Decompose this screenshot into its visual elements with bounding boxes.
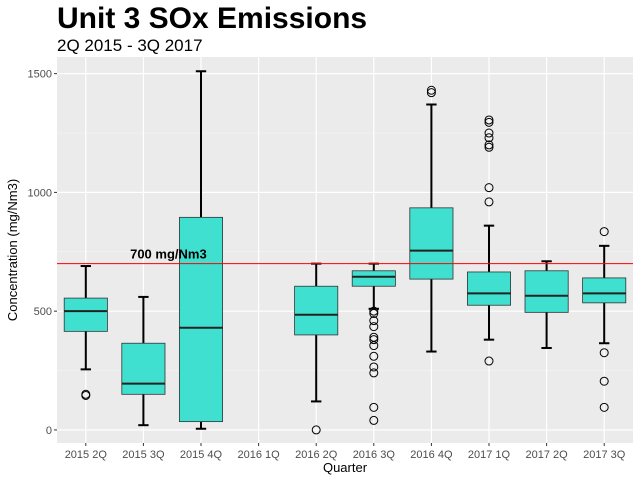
- outlier-point: [369, 309, 379, 319]
- box-series: [63, 70, 627, 435]
- outlier-point: [369, 402, 379, 412]
- box-2017-2q: [524, 260, 569, 349]
- x-tick-label: 2016 2Q: [295, 449, 338, 461]
- box-body: [63, 297, 108, 332]
- outlier-point: [484, 142, 494, 152]
- box-body: [294, 285, 339, 336]
- outlier-point: [599, 376, 609, 386]
- box-body: [121, 342, 166, 395]
- box-body: [524, 270, 569, 313]
- x-axis: 2015 2Q 2015 3Q 2015 4Q 2016 1Q 2016 2Q 2016 …: [65, 443, 626, 461]
- outlier-point: [369, 415, 379, 425]
- outlier-point: [311, 425, 321, 435]
- y-tick-label: 500: [34, 306, 52, 318]
- y-axis: 0 500 1000 1500: [28, 69, 57, 437]
- outlier-point: [599, 402, 609, 412]
- y-tick-label: 1500: [28, 69, 52, 81]
- outlier-point: [369, 335, 379, 345]
- x-tick-label: 2016 3Q: [353, 449, 396, 461]
- box-2016-3q: [351, 262, 396, 425]
- outlier-point: [369, 316, 379, 326]
- x-tick-label: 2016 1Q: [237, 449, 280, 461]
- box-2016-4q: [409, 85, 454, 353]
- x-tick-label: 2015 2Q: [65, 449, 108, 461]
- outlier-point: [484, 117, 494, 127]
- reference-line-group: 700 mg/Nm3: [57, 247, 633, 265]
- box-2015-2q: [63, 265, 108, 400]
- box-body: [466, 271, 511, 306]
- x-tick-label: 2017 2Q: [525, 449, 568, 461]
- box-2017-3q: [582, 227, 627, 412]
- outlier-point: [484, 140, 494, 150]
- outlier-point: [369, 368, 379, 378]
- chart-subtitle: 2Q 2015 - 3Q 2017: [57, 36, 203, 55]
- box-body: [351, 270, 396, 287]
- y-tick-label: 0: [46, 425, 52, 437]
- outlier-point: [369, 351, 379, 361]
- chart-title: Unit 3 SOx Emissions: [57, 2, 367, 35]
- outlier-point: [369, 341, 379, 351]
- x-tick-label: 2017 3Q: [583, 449, 626, 461]
- box-2015-3q: [121, 295, 166, 427]
- box-body: [582, 277, 627, 304]
- outlier-point: [369, 306, 379, 316]
- x-tick-label: 2016 4Q: [410, 449, 453, 461]
- outlier-point: [369, 362, 379, 372]
- box-2015-4q: [178, 70, 223, 430]
- x-tick-label: 2017 1Q: [468, 449, 511, 461]
- outlier-point: [426, 85, 436, 95]
- outlier-point: [484, 197, 494, 207]
- outlier-point: [599, 227, 609, 237]
- x-tick-label: 2015 3Q: [122, 449, 165, 461]
- box-2017-1q: [466, 115, 511, 366]
- reference-line-label: 700 mg/Nm3: [130, 247, 207, 262]
- outlier-point: [484, 128, 494, 138]
- outlier-point: [426, 88, 436, 98]
- outlier-point: [484, 183, 494, 193]
- x-axis-title: Quarter: [323, 460, 368, 475]
- y-axis-title: Concentration (mg/Nm3): [5, 179, 20, 321]
- box-body: [409, 207, 454, 280]
- outlier-point: [369, 322, 379, 332]
- outlier-point: [599, 348, 609, 358]
- y-tick-label: 1000: [28, 187, 52, 199]
- outlier-point: [484, 133, 494, 143]
- outlier-point: [484, 115, 494, 125]
- x-tick-label: 2015 4Q: [180, 449, 223, 461]
- outlier-point: [81, 389, 91, 399]
- box-body: [178, 216, 223, 423]
- outlier-point: [484, 356, 494, 366]
